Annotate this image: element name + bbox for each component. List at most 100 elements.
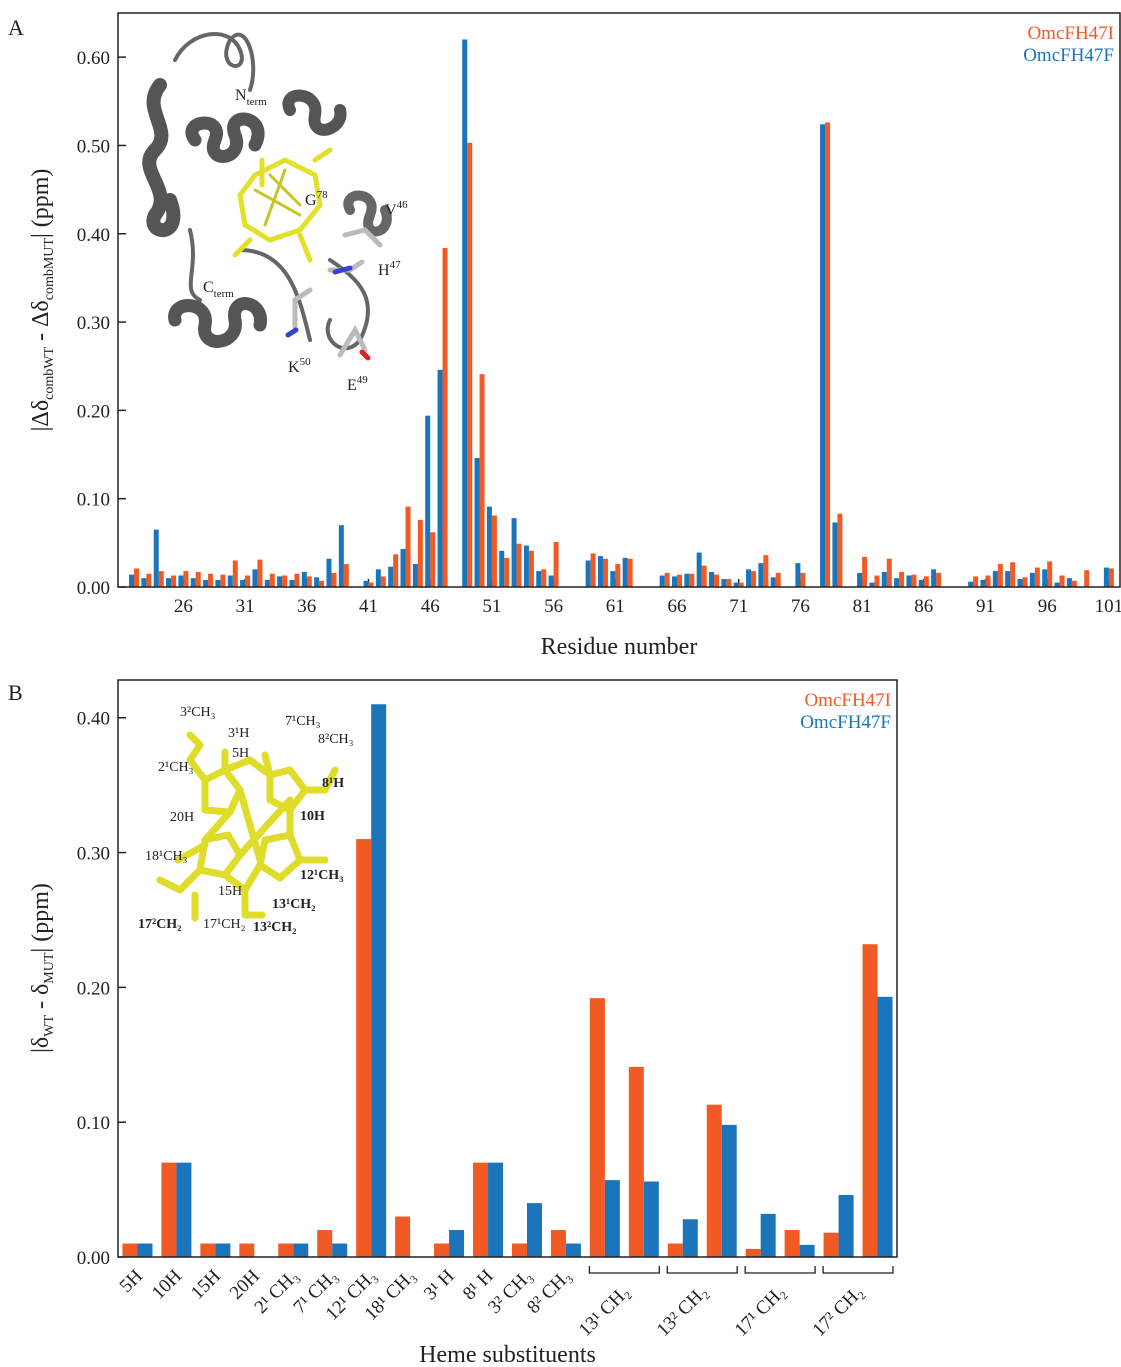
- x-tick-label: 5H: [116, 1265, 147, 1296]
- bar: [203, 580, 208, 587]
- bar: [364, 581, 369, 587]
- inset-label: Cterm: [203, 279, 234, 300]
- bar: [665, 573, 670, 587]
- bar: [146, 574, 151, 587]
- bar: [615, 564, 620, 587]
- heme-label: 3²CH₃: [180, 705, 216, 720]
- x-tick-label: 13² CH₂: [653, 1282, 712, 1341]
- bar: [418, 520, 423, 587]
- heme-label: 8²CH₃: [318, 732, 354, 747]
- legend-entry: OmcFH47F: [1023, 45, 1114, 66]
- bar: [554, 542, 559, 587]
- bar: [919, 580, 924, 587]
- bar: [176, 1163, 191, 1257]
- bar: [878, 997, 893, 1257]
- bar: [406, 507, 411, 587]
- bar: [1018, 579, 1023, 587]
- bar: [598, 556, 603, 587]
- bar: [314, 577, 319, 587]
- x-tick-label: 71: [729, 596, 748, 617]
- bar: [899, 572, 904, 587]
- bar: [200, 1244, 215, 1257]
- inset-label-text: N: [235, 87, 247, 104]
- bar: [1104, 568, 1109, 587]
- bar: [141, 578, 146, 587]
- bar: [1035, 568, 1040, 587]
- panel-label: A: [8, 15, 24, 40]
- bar: [270, 574, 275, 587]
- bar: [438, 370, 443, 587]
- bar: [215, 580, 220, 587]
- bar: [499, 551, 504, 587]
- bar: [425, 416, 430, 587]
- inset-label-text: C: [203, 279, 214, 296]
- bar: [319, 581, 324, 587]
- bar: [644, 1182, 659, 1257]
- inset-label-sup: 50: [300, 356, 312, 368]
- bar: [529, 551, 534, 587]
- y-tick-label: 0.60: [77, 48, 110, 69]
- bar: [443, 248, 448, 587]
- bar: [837, 514, 842, 587]
- bar: [294, 574, 299, 587]
- bar: [492, 515, 497, 587]
- bar: [549, 576, 554, 587]
- y-tick-label: 0.40: [77, 225, 110, 246]
- bar: [220, 575, 225, 587]
- bar: [751, 571, 756, 587]
- bar: [800, 1245, 815, 1257]
- bar: [524, 545, 529, 587]
- bar: [551, 1230, 566, 1257]
- x-tick-label: 101: [1095, 596, 1121, 617]
- bar: [430, 532, 435, 587]
- bar: [629, 1067, 644, 1257]
- bar: [894, 578, 899, 587]
- inset-label-sup: 47: [390, 259, 402, 271]
- bar: [122, 1244, 137, 1257]
- bar: [317, 1230, 332, 1257]
- bar: [462, 39, 467, 587]
- x-tick-label: 26: [174, 596, 193, 617]
- bar: [541, 569, 546, 587]
- bar: [154, 530, 159, 587]
- bar: [683, 1219, 698, 1257]
- bar: [161, 1163, 176, 1257]
- bar: [332, 1244, 347, 1257]
- bar: [265, 580, 270, 587]
- bar: [882, 572, 887, 587]
- bar: [1005, 571, 1010, 587]
- bar: [672, 576, 677, 587]
- heme-label: 15H: [218, 884, 242, 899]
- bar: [252, 569, 257, 587]
- bar: [1030, 573, 1035, 587]
- bar: [763, 555, 768, 587]
- bar: [381, 576, 386, 587]
- x-tick-label: 41: [359, 596, 378, 617]
- bar: [931, 569, 936, 587]
- x-tick-label: 56: [544, 596, 563, 617]
- bar: [906, 576, 911, 587]
- x-tick-label: 17¹ CH₂: [731, 1282, 790, 1341]
- bar: [215, 1244, 230, 1257]
- x-tick-label: 61: [606, 596, 625, 617]
- bar: [282, 576, 287, 587]
- bar: [293, 1244, 308, 1257]
- heme-label: 5H: [232, 746, 249, 761]
- bar: [857, 573, 862, 587]
- heme-label: 17¹CH₂: [203, 917, 246, 932]
- y-axis-label-part: | (ppm): [28, 883, 54, 952]
- inset-label: G78: [305, 189, 328, 209]
- x-tick-label: 66: [667, 596, 686, 617]
- inset-label-sub: term: [247, 96, 268, 108]
- bar: [344, 564, 349, 587]
- bar: [980, 580, 985, 587]
- bracket: [667, 1266, 737, 1273]
- bar: [171, 576, 176, 587]
- legend-entry: OmcFH47I: [804, 690, 891, 711]
- bar: [709, 572, 714, 587]
- bar: [159, 571, 164, 587]
- legend-entry: OmcFH47F: [800, 712, 891, 733]
- y-axis-label-part: | (ppm): [28, 169, 54, 238]
- x-tick-label: 36: [297, 596, 316, 617]
- inset-label-sup: 46: [397, 199, 409, 211]
